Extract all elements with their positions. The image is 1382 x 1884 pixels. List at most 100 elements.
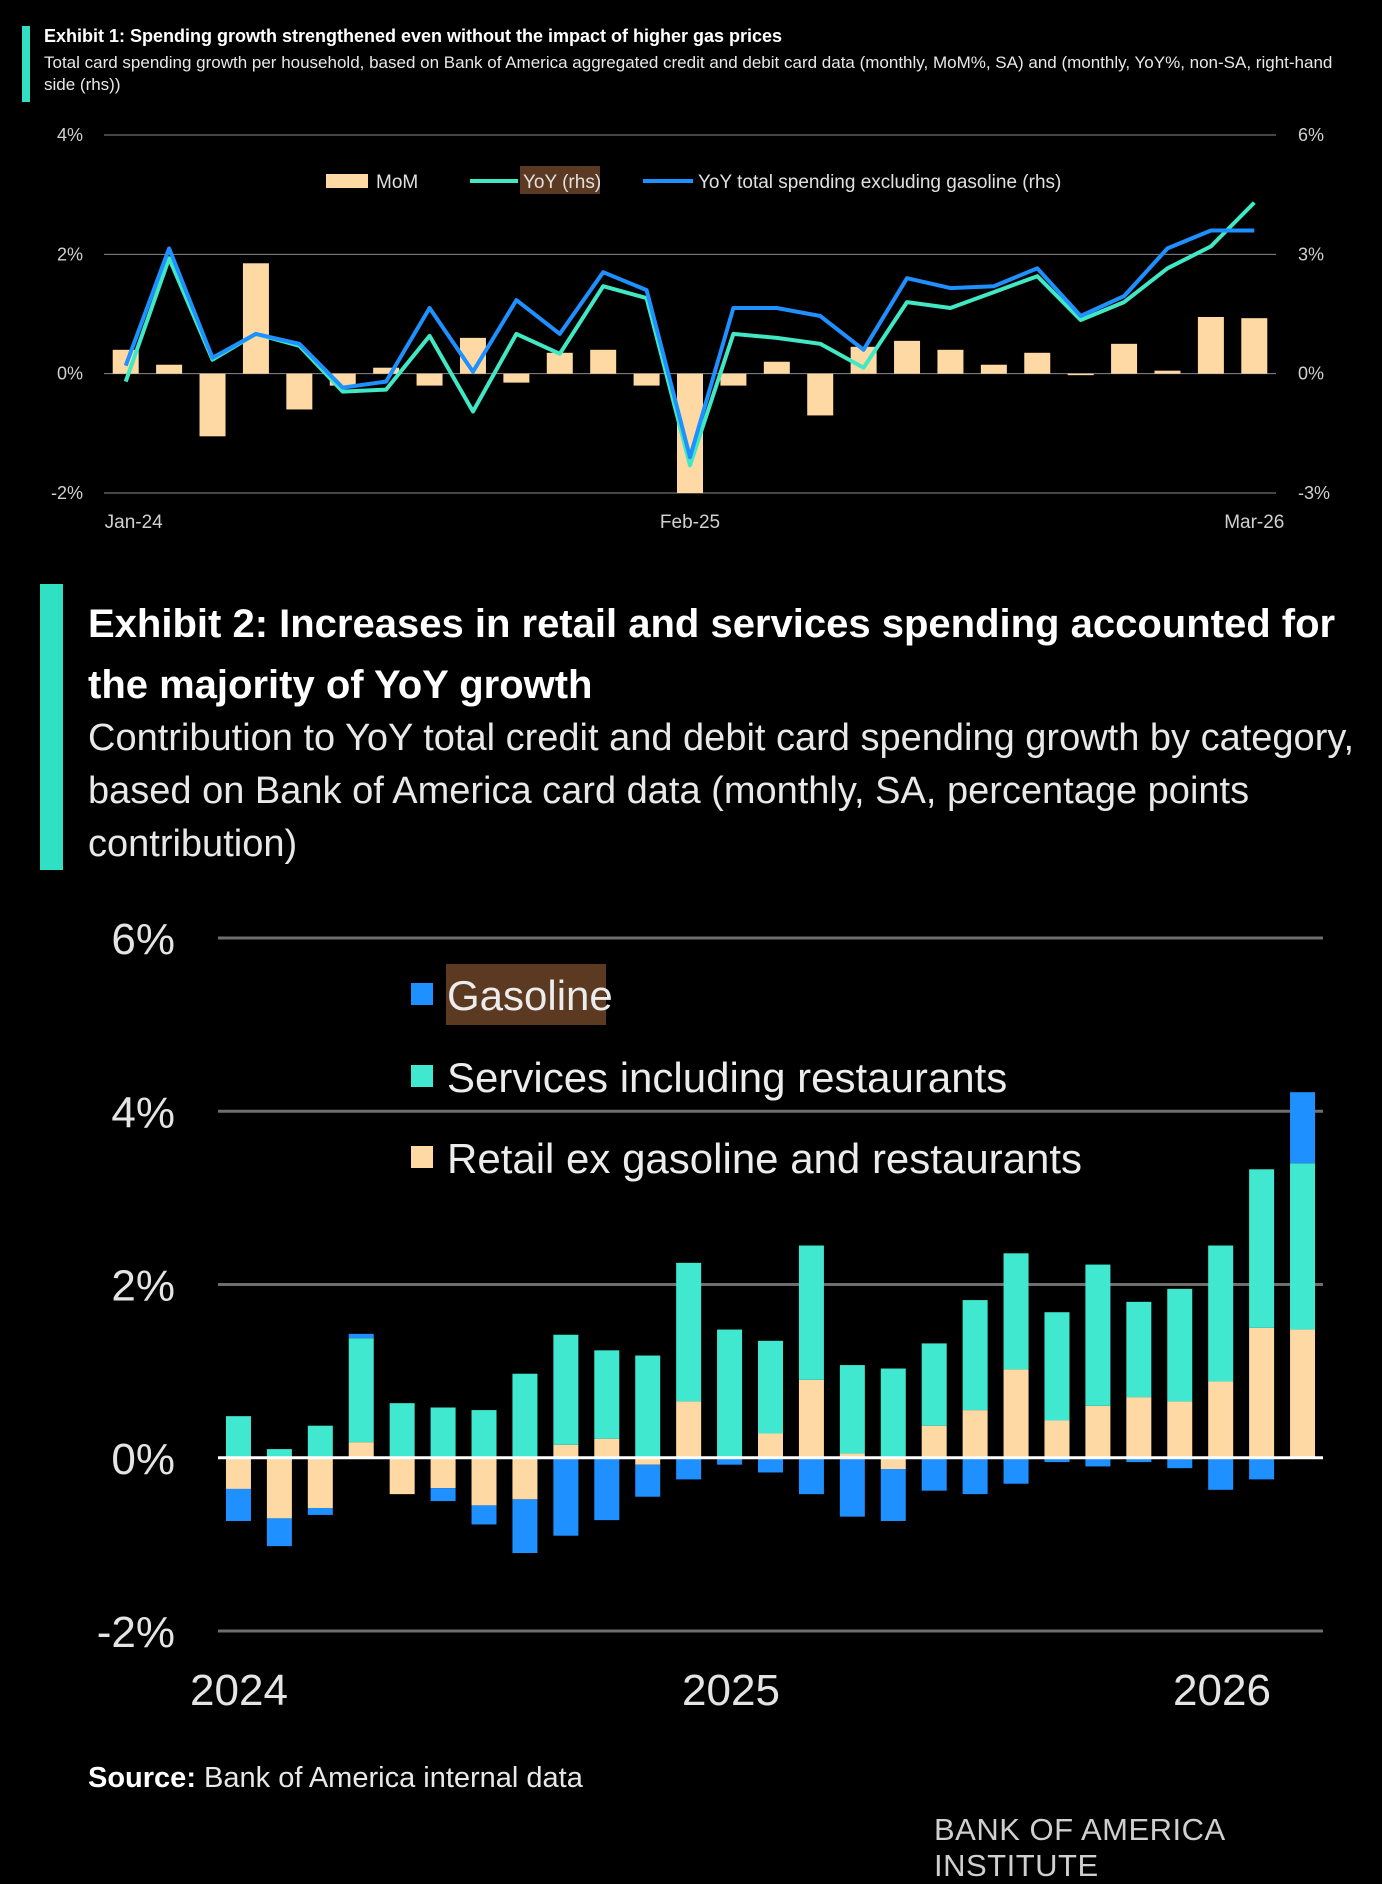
brand-logo-text: BANK OF AMERICA INSTITUTE xyxy=(934,1812,1225,1883)
gasoline-bar-segment xyxy=(676,1457,702,1480)
y-right-tick-label: 0% xyxy=(1298,364,1324,384)
services-bar-segment xyxy=(1003,1253,1029,1370)
mom-bar xyxy=(1067,373,1094,376)
retail-bar-segment xyxy=(921,1425,947,1458)
mom-bar xyxy=(373,367,400,374)
mom-bar xyxy=(763,361,790,374)
retail-bar-segment xyxy=(1290,1329,1316,1458)
retail-bar-segment xyxy=(962,1410,988,1458)
mom-bar xyxy=(1154,370,1181,374)
legend-label-yoy: YoY (rhs) xyxy=(523,172,601,193)
gasoline-bar-segment xyxy=(307,1507,333,1515)
y-left-tick-label: 2% xyxy=(57,244,83,264)
exhibit1-chart: 4% 2% 0% -2% 6% 3% 0% -3% Jan-24 Feb-25 Mar-26 MoM Y… xyxy=(51,125,1330,533)
mom-bar xyxy=(807,373,834,416)
gasoline-bar-segment xyxy=(1249,1457,1275,1480)
mom-bar xyxy=(156,364,183,374)
x-tick-label: Feb-25 xyxy=(660,512,720,533)
retail-bar-segment xyxy=(307,1457,333,1508)
gasoline-bar-segment xyxy=(553,1457,579,1536)
services-bar-segment xyxy=(717,1329,743,1458)
retail-bar-segment xyxy=(1085,1405,1111,1458)
exhibit2-chart: 6% 4% 2% 0% -2% 2024 2025 2026 Gasoline Services … xyxy=(97,915,1323,1715)
mom-bar xyxy=(937,349,964,374)
retail-bar-segment xyxy=(389,1457,415,1495)
retail-bar-segment xyxy=(880,1457,906,1470)
y-left-tick-label: -2% xyxy=(51,483,83,503)
x-tick-label: Mar-26 xyxy=(1224,512,1284,533)
retail-bar-segment xyxy=(225,1457,251,1489)
mom-bar xyxy=(633,373,660,386)
gasoline-bar-segment xyxy=(1290,1092,1316,1164)
retail-bar-segment xyxy=(594,1438,620,1458)
retail-bar-segment xyxy=(512,1457,538,1500)
retail-bar-segment xyxy=(553,1444,579,1458)
services-bar-segment xyxy=(307,1425,333,1458)
legend-swatch-gasoline xyxy=(411,983,433,1005)
retail-bar-segment xyxy=(266,1457,292,1519)
services-bar-segment xyxy=(1126,1301,1152,1398)
gasoline-bar-segment xyxy=(880,1469,906,1521)
gasoline-bar-segment xyxy=(962,1457,988,1495)
retail-bar-segment xyxy=(676,1401,702,1458)
gasoline-bar-segment xyxy=(430,1488,456,1502)
gasoline-bar-segment xyxy=(348,1333,374,1339)
x-tick-label: Jan-24 xyxy=(105,512,164,533)
x-tick-label: 2024 xyxy=(190,1666,288,1715)
x-tick-label: 2025 xyxy=(682,1666,780,1715)
y-right-tick-label: 6% xyxy=(1298,125,1324,145)
gasoline-bar-segment xyxy=(921,1457,947,1491)
services-bar-segment xyxy=(962,1300,988,1411)
retail-bar-segment xyxy=(430,1457,456,1489)
mom-bar xyxy=(720,373,747,386)
retail-bar-segment xyxy=(1167,1401,1193,1458)
gasoline-bar-segment xyxy=(758,1457,783,1473)
services-bar-segment xyxy=(758,1340,783,1434)
mom-bar xyxy=(980,364,1007,374)
source-note: Source: Bank of America internal data xyxy=(88,1762,583,1795)
services-bar-segment xyxy=(921,1343,947,1426)
gasoline-bar-segment xyxy=(1126,1457,1152,1463)
mom-bar xyxy=(1241,318,1268,374)
mom-bar xyxy=(1111,343,1138,374)
exhibit2-title: Exhibit 2: Increases in retail and servi… xyxy=(88,602,1336,707)
services-bar-segment xyxy=(1208,1245,1234,1382)
legend-highlight xyxy=(446,964,606,1025)
gasoline-bar-segment xyxy=(839,1457,865,1517)
legend-label-mom: MoM xyxy=(376,172,418,193)
services-bar-segment xyxy=(594,1350,620,1439)
mom-bar xyxy=(1197,316,1224,374)
gasoline-bar-segment xyxy=(594,1457,620,1521)
gasoline-bar-segment xyxy=(1044,1457,1070,1463)
y-tick-label: 6% xyxy=(111,915,175,964)
retail-bar-segment xyxy=(471,1457,497,1506)
y-left-tick-label: 4% xyxy=(57,125,83,145)
exhibit2-subtitle: Contribution to YoY total credit and deb… xyxy=(88,717,1355,865)
gasoline-bar-segment xyxy=(225,1488,251,1521)
services-bar-segment xyxy=(635,1355,661,1458)
source-label: Source: xyxy=(88,1762,196,1794)
services-bar-segment xyxy=(512,1373,538,1458)
gasoline-bar-segment xyxy=(798,1457,824,1495)
mom-bar xyxy=(894,340,921,374)
exhibit1-accent-bar xyxy=(22,26,30,102)
legend-label-retail: Retail ex gasoline and restaurants xyxy=(447,1135,1082,1182)
retail-bar-segment xyxy=(1003,1369,1029,1458)
services-bar-segment xyxy=(1167,1288,1193,1402)
services-bar-segment xyxy=(553,1334,579,1445)
mom-bar xyxy=(590,349,617,374)
x-tick-label: 2026 xyxy=(1173,1666,1271,1715)
services-bar-segment xyxy=(676,1262,702,1402)
services-bar-segment xyxy=(225,1416,251,1458)
gasoline-bar-segment xyxy=(471,1505,497,1525)
retail-bar-segment xyxy=(1126,1397,1152,1458)
gasoline-bar-segment xyxy=(1208,1457,1234,1490)
legend-swatch-services xyxy=(411,1065,433,1087)
services-bar-segment xyxy=(1249,1169,1275,1328)
services-bar-segment xyxy=(430,1407,456,1458)
mom-bar xyxy=(242,263,269,374)
y-tick-label: 2% xyxy=(111,1262,175,1311)
exhibit1-title: Exhibit 1: Spending growth strengthened … xyxy=(44,26,783,46)
retail-bar-segment xyxy=(1249,1327,1275,1458)
mom-bar xyxy=(199,373,226,437)
